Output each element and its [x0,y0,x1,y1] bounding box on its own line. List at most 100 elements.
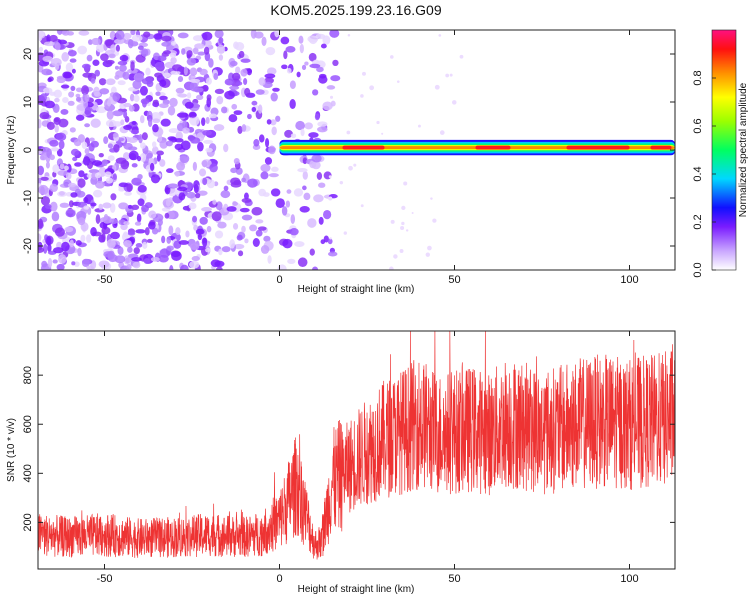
spectrogram-cell [251,207,263,216]
spectrogram-cell [299,205,310,213]
spectrogram-cell [432,218,437,223]
spectrogram-cell [110,86,117,94]
spectrogram-cell [260,163,271,173]
spectrogram-cell [135,229,146,234]
spectrogram-cell [184,101,194,109]
spectrogram-cell [244,192,249,200]
spectrogram-cell [196,94,204,100]
spectrogram-cell [285,200,291,208]
spectrogram-cell [396,80,400,83]
spectrogram-cell [137,173,143,180]
snr-series-line [38,331,675,560]
spectrogram-cell [54,227,65,237]
spectrogram-cell [43,41,55,47]
spectrogram-cell [94,91,101,97]
spectrogram-cell [232,222,239,230]
spectrogram-cell [270,188,281,197]
colorbar-tick-label: 0.6 [692,118,704,133]
spectrogram-cell [218,37,224,44]
spectrogram-cell [318,182,326,188]
spectrogram-cell [113,38,125,45]
spectrogram-cell [209,113,218,119]
spectrogram-cell [257,226,267,231]
spectrogram-cell [197,190,208,196]
spectrogram-cell [98,260,110,268]
spectrogram-cell [150,174,161,184]
spectrogram-cell [205,147,213,153]
spectrogram-cell [390,55,394,59]
spectrogram-cell [299,43,304,54]
spectrogram-cell [195,192,201,199]
spectrogram-cell [265,137,270,148]
spectrogram-cell [110,44,116,53]
spectrogram-cell [50,147,59,152]
spectrogram-cell [312,89,319,96]
spectrogram-cell [136,213,142,223]
spectrogram-cell [267,255,272,264]
spectrogram-cell [297,167,308,173]
spectrogram-cell [112,110,124,117]
spectrogram-cell [281,206,288,216]
spectrogram-cell [216,44,226,54]
spectrogram-cell [145,67,151,76]
spectrogram-cell [64,165,69,171]
spectrogram-cell [260,245,270,254]
spectrogram-cell [323,209,332,220]
spectrogram-cell [193,184,199,194]
spectrogram-cell [189,112,197,118]
spectrogram-cell [203,46,210,55]
spectrogram-cell [112,92,121,102]
spectrogram-x-axis: -50 0 50 100 [97,30,639,286]
spectrogram-cell [54,124,59,133]
spectrogram-cell [153,33,163,40]
spectrogram-cell [329,95,334,99]
spectrogram-cell [115,157,127,164]
spectrogram-cell [123,110,128,119]
spectrogram-cell [94,69,101,77]
spectrogram-cell [304,122,313,130]
spectrogram-cell [328,196,333,201]
spectrogram-cell [167,105,176,116]
spectrogram-cell [167,197,174,203]
spectrogram-cell [73,261,80,267]
spectrogram-cell [281,64,288,70]
spectrogram-cell [123,102,132,108]
spectrogram-cell [203,139,214,144]
spectrogram-cell [249,224,258,232]
spectrogram-cell [188,260,200,269]
spectrogram-cell [258,77,266,86]
spectrogram-cell [103,136,109,145]
spectrogram-cell [389,266,394,270]
spectrogram-cell [376,120,380,125]
spectrogram-cell [195,228,205,235]
spectrogram-cell [171,64,183,72]
spectrogram-cell [118,187,125,192]
spectrogram-cell [399,249,404,253]
spectrogram-cell [317,121,328,127]
spectrogram-cell [320,43,327,49]
spectrogram-cell [135,243,143,248]
spectrogram-cell [209,163,218,173]
spectrogram-cell [123,124,133,131]
spectrogram-heatmap [38,30,675,270]
spectrogram-cell [131,204,140,211]
spectrogram-cell [255,89,265,95]
spectrogram-cell [81,258,90,268]
spectrogram-cell [106,110,114,120]
spectrogram-cell [123,142,133,150]
spectrogram-cell [101,226,111,235]
spectrogram-cell [137,198,145,207]
y-tick-label: 800 [22,366,34,384]
spectrogram-cell [142,241,148,249]
spectrogram-cell [439,130,445,135]
spectrogram-cell [244,87,251,97]
spectrogram-y-label: Frequency (Hz) [6,116,17,185]
spectrogram-cell [309,248,315,256]
spectrogram-cell [161,41,171,47]
spectrogram-cell [262,192,270,197]
spectrogram-cell [241,198,252,203]
spectrogram-cell [149,162,155,171]
spectrogram-cell [191,256,200,262]
spectrogram-cell [152,99,159,105]
spectrogram-cell [233,243,245,250]
